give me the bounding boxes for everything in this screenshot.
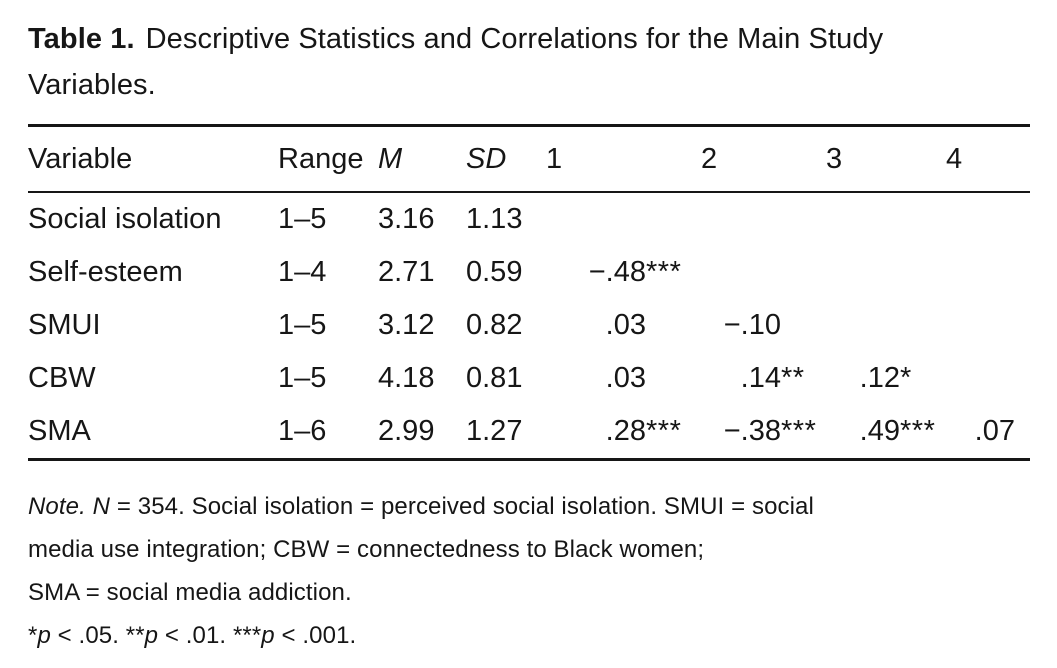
corr-cell-3 (826, 192, 946, 246)
sig-text: < .001. (274, 622, 357, 649)
note-line-1: Note. N = 354. Social isolation = percei… (28, 485, 1032, 528)
p-symbol: p (144, 622, 159, 649)
sig-segment-2: **p < .01. (126, 622, 233, 649)
note-label: Note. (28, 493, 86, 520)
p-symbol: p (37, 622, 51, 649)
corr-value: .03 (605, 362, 646, 394)
corr-cell-1: .03 (546, 299, 701, 352)
corr-value: .14 (740, 362, 781, 394)
corr-value: −.48 (588, 256, 646, 288)
corr-cell-2 (701, 192, 826, 246)
variable-cell: SMUI (28, 309, 101, 341)
table-number-label: Table 1. (28, 23, 135, 55)
corr-cell-3 (826, 246, 946, 299)
variable-cell: SMA (28, 415, 91, 447)
column-header-3: 3 (826, 125, 946, 193)
sd-cell: 0.81 (466, 362, 523, 394)
corr-value: −.38 (723, 415, 781, 447)
corr-cell-4 (946, 299, 1030, 352)
column-header-1: 1 (546, 125, 701, 193)
corr-cell-1: .28*** (546, 405, 701, 460)
range-cell: 1–5 (278, 203, 327, 235)
sd-cell: 1.27 (466, 415, 523, 447)
table-row: SMA 1–6 2.99 1.27 .28*** −.38*** .49*** … (28, 405, 1030, 460)
p-symbol: p (261, 622, 275, 649)
corr-cell-2: −.10 (701, 299, 826, 352)
corr-value: .07 (974, 415, 1015, 447)
sig-stars: ** (125, 622, 145, 649)
sig-text: < .01. (158, 622, 233, 649)
corr-cell-1 (546, 192, 701, 246)
corr-stars: *** (900, 415, 936, 447)
corr-stars: * (900, 362, 912, 394)
sd-cell: 0.59 (466, 256, 523, 288)
column-header-sd: SD (466, 125, 546, 193)
column-header-range: Range (278, 125, 378, 193)
table-note: Note. N = 354. Social isolation = percei… (28, 485, 1032, 657)
page-title: Table 1. Descriptive Statistics and Corre… (28, 16, 978, 108)
table-row: Self-esteem 1–4 2.71 0.59 −.48*** (28, 246, 1030, 299)
sig-segment-1: *p < .05. (28, 622, 126, 649)
header-row: Variable Range M SD 1 2 3 4 (28, 125, 1030, 193)
column-header-4: 4 (946, 125, 1030, 193)
corr-value: .03 (605, 309, 646, 341)
mean-cell: 2.71 (378, 256, 435, 288)
mean-cell: 2.99 (378, 415, 435, 447)
variable-cell: Social isolation (28, 203, 222, 235)
corr-cell-2 (701, 246, 826, 299)
corr-cell-4 (946, 246, 1030, 299)
sig-stars: * (28, 622, 38, 649)
corr-stars: *** (646, 256, 682, 288)
corr-cell-4: .07 (946, 405, 1030, 460)
corr-cell-2: −.38*** (701, 405, 826, 460)
note-line-1-text: = 354. Social isolation = perceived soci… (110, 493, 814, 520)
table-row: Social isolation 1–5 3.16 1.13 (28, 192, 1030, 246)
corr-cell-3: .49*** (826, 405, 946, 460)
sig-text: < .05. (50, 622, 126, 649)
corr-cell-3 (826, 299, 946, 352)
variable-cell: Self-esteem (28, 256, 183, 288)
table-title-text: Descriptive Statistics and Correlations … (28, 23, 884, 101)
sig-stars: *** (232, 622, 262, 649)
corr-cell-4 (946, 192, 1030, 246)
corr-stars: *** (646, 415, 682, 447)
corr-cell-1: .03 (546, 352, 701, 405)
n-symbol: N (92, 493, 111, 520)
range-cell: 1–5 (278, 309, 327, 341)
note-line-3: SMA = social media addiction. (28, 579, 352, 606)
sig-segment-3: ***p < .001. (233, 622, 356, 649)
mean-cell: 4.18 (378, 362, 435, 394)
table-row: CBW 1–5 4.18 0.81 .03 .14** .12* (28, 352, 1030, 405)
corr-cell-3: .12* (826, 352, 946, 405)
variable-cell: CBW (28, 362, 96, 394)
corr-cell-2: .14** (701, 352, 826, 405)
range-cell: 1–5 (278, 362, 327, 394)
corr-value: .49 (859, 415, 900, 447)
range-cell: 1–6 (278, 415, 327, 447)
range-cell: 1–4 (278, 256, 327, 288)
corr-cell-4 (946, 352, 1030, 405)
corr-value: −.10 (723, 309, 781, 341)
significance-note: *p < .05. **p < .01. ***p < .001. (28, 614, 1032, 657)
mean-cell: 3.12 (378, 309, 435, 341)
sd-cell: 1.13 (466, 203, 523, 235)
table-row: SMUI 1–5 3.12 0.82 .03 −.10 (28, 299, 1030, 352)
mean-cell: 3.16 (378, 203, 435, 235)
column-header-2: 2 (701, 125, 826, 193)
note-line-2: media use integration; CBW = connectedne… (28, 536, 705, 563)
column-header-m: M (378, 125, 466, 193)
corr-value: .28 (605, 415, 646, 447)
corr-stars: *** (781, 415, 817, 447)
corr-cell-1: −.48*** (546, 246, 701, 299)
column-header-variable: Variable (28, 125, 278, 193)
sd-cell: 0.82 (466, 309, 523, 341)
corr-stars: ** (781, 362, 805, 394)
corr-value: .12 (859, 362, 900, 394)
stats-table: Variable Range M SD 1 2 3 4 Social isola… (28, 124, 1030, 461)
